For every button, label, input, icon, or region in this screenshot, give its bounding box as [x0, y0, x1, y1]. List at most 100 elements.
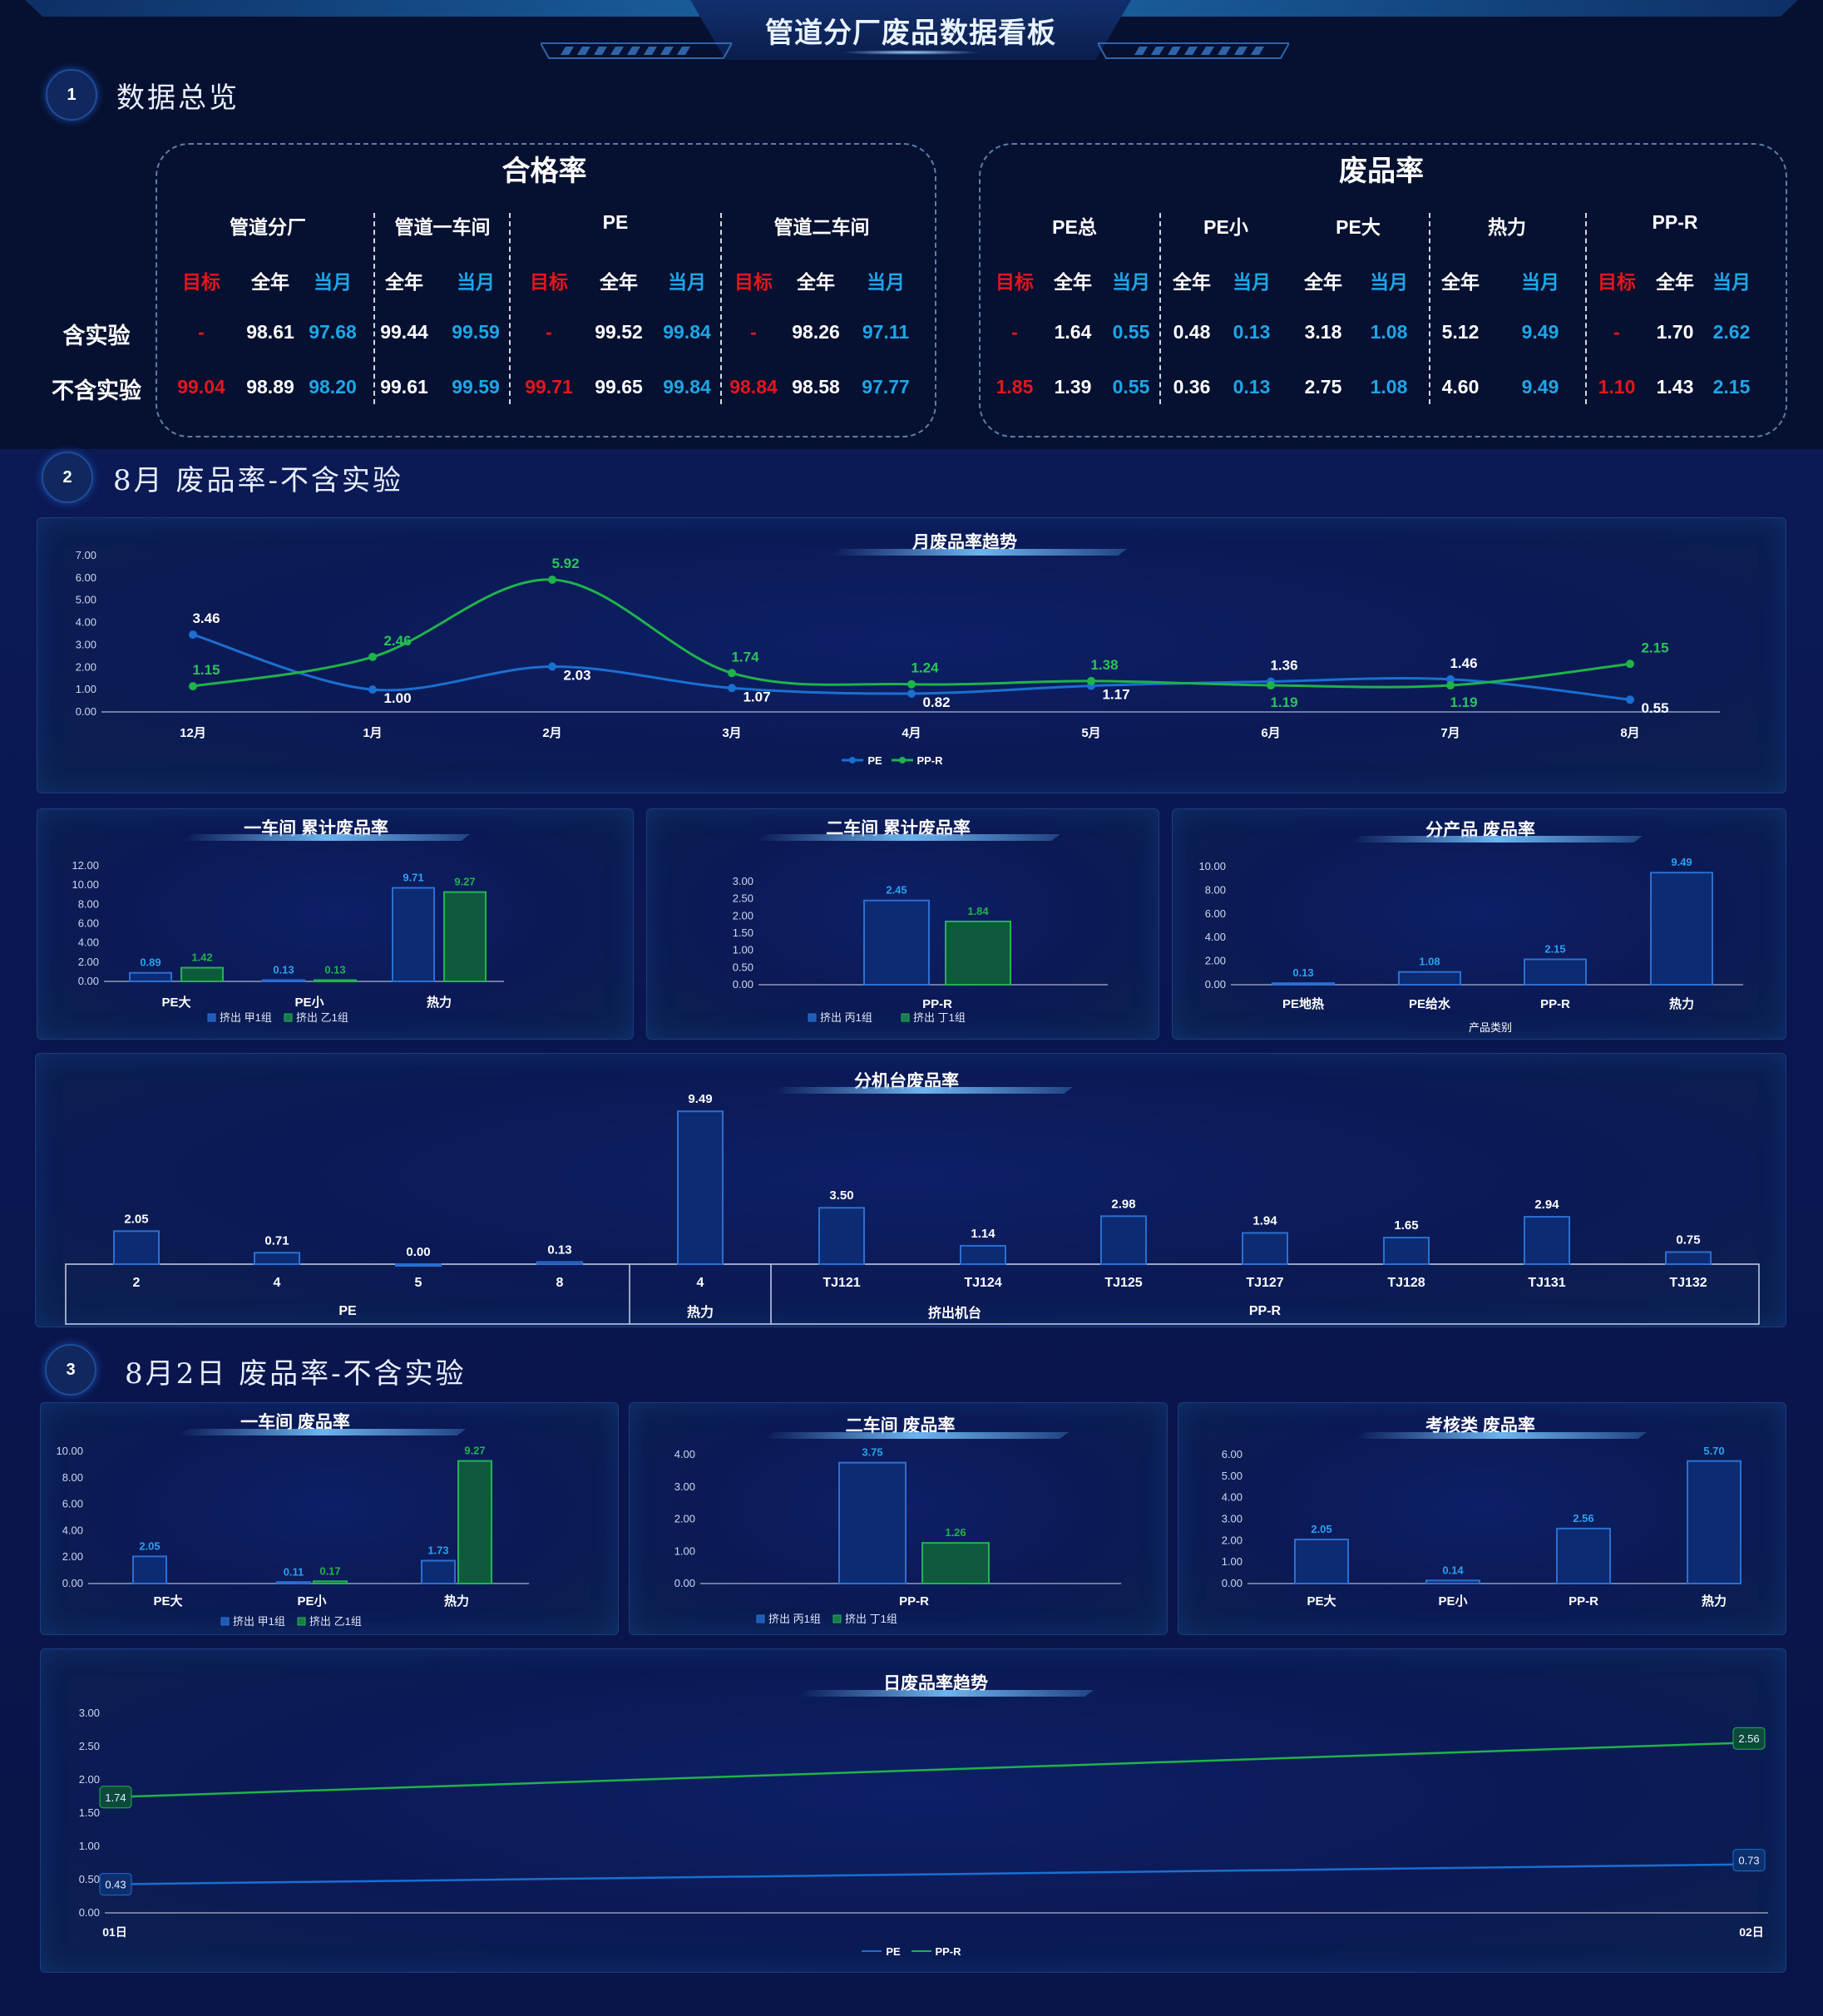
overview-background	[0, 0, 1823, 449]
x-tick-label: 热力	[1669, 996, 1694, 1011]
data-label: 0.14	[1442, 1564, 1464, 1576]
data-label: 1.36	[1270, 657, 1297, 673]
y-tick-label: 0.00	[79, 1906, 100, 1919]
y-tick-label: 10.00	[1198, 860, 1226, 872]
bar	[1242, 1232, 1288, 1265]
daily-trend-panel	[40, 1648, 1786, 1973]
legend-label: PP-R	[916, 754, 943, 767]
x-tick-label: PP-R	[1569, 1594, 1598, 1608]
bar	[1294, 1539, 1349, 1584]
x-axis-title: 产品类别	[1469, 1021, 1512, 1034]
data-point	[189, 682, 197, 691]
y-tick-label: 6.00	[1205, 907, 1226, 920]
x-tick-label: PE地热	[1282, 996, 1324, 1011]
bar	[276, 1581, 311, 1584]
data-label: 5.70	[1703, 1445, 1724, 1457]
data-label: 2.05	[124, 1212, 148, 1226]
kpi-value: 98.84	[729, 376, 778, 398]
y-tick-label: 8.00	[1205, 883, 1226, 896]
kpi-col-header: 当月	[867, 271, 905, 293]
y-tick-label: 4.00	[62, 1524, 83, 1536]
y-tick-label: 5.00	[1222, 1470, 1243, 1482]
x-tick-label: PP-R	[1540, 997, 1570, 1011]
data-label: 1.19	[1270, 694, 1297, 710]
x-tick-label: TJ132	[1669, 1276, 1707, 1290]
legend-label: 挤出 丙1组	[820, 1011, 872, 1024]
kpi-value: 0.13	[1233, 321, 1271, 343]
y-tick-label: 6.00	[62, 1498, 83, 1510]
legend-label: 挤出 丁1组	[913, 1011, 966, 1024]
kpi-col-header: 当月	[668, 271, 706, 293]
kpi-col-header: 目标	[182, 271, 220, 293]
kpi-col-header: 当月	[1112, 271, 1150, 293]
bar	[443, 891, 487, 983]
kpi-col-header: 当月	[1521, 271, 1559, 293]
section-2-title: 8月 废品率-不含实验	[113, 464, 403, 497]
kpi-value: -	[546, 321, 552, 343]
legend-ppr-marker	[899, 757, 906, 763]
kpi-value: 1.85	[995, 376, 1034, 398]
x-tick-label: PE大	[1307, 1594, 1336, 1608]
data-label: 1.14	[971, 1227, 995, 1241]
bar	[180, 966, 224, 982]
y-tick-label: 2.00	[1205, 955, 1226, 967]
kpi-value: 99.52	[595, 321, 643, 343]
bar	[945, 920, 1011, 986]
kpi-col-header: 当月	[1712, 271, 1751, 293]
legend-marker	[220, 1617, 230, 1626]
data-label: 2.45	[886, 884, 907, 897]
y-tick-label: 8.00	[78, 897, 99, 910]
data-point	[368, 652, 377, 661]
data-label: 1.08	[1419, 956, 1440, 968]
divider	[720, 213, 722, 404]
data-point	[1267, 681, 1275, 690]
ws1-day-panel	[40, 1402, 619, 1635]
legend-marker	[297, 1617, 306, 1626]
data-label: 9.71	[403, 872, 423, 884]
y-tick-label: 2.00	[78, 956, 99, 968]
x-tick-label: 热力	[427, 995, 452, 1010]
legend-marker	[207, 1013, 216, 1022]
y-tick-label: 10.00	[72, 878, 99, 891]
kpi-col-header: 全年	[797, 271, 835, 293]
scrap-group-header: PE总	[1052, 216, 1097, 238]
y-tick-label: 2.00	[733, 909, 753, 922]
y-tick-label: 2.50	[733, 892, 753, 905]
chart-title: 分机台废品率	[854, 1072, 959, 1091]
divider	[509, 213, 511, 404]
kpi-value: 2.75	[1304, 376, 1342, 398]
value-badge	[1732, 1849, 1766, 1872]
kpi-value: 98.58	[792, 376, 840, 398]
x-tick-label: 热力	[444, 1594, 469, 1608]
legend-marker	[756, 1614, 765, 1623]
data-label: 2.05	[1311, 1523, 1331, 1535]
data-label: 2.46	[383, 633, 411, 649]
x-tick-label: 5	[415, 1276, 422, 1290]
legend-marker	[832, 1614, 842, 1623]
kpi-col-header: 全年	[1441, 271, 1480, 293]
legend-label: 挤出 甲1组	[233, 1615, 285, 1628]
scrap-rate-title: 废品率	[1339, 156, 1424, 187]
y-tick-label: 6.00	[1222, 1448, 1243, 1460]
chart-title: 一车间 废品率	[240, 1413, 350, 1432]
pass-group-header: 管道二车间	[773, 216, 870, 238]
data-label: 0.13	[1292, 966, 1313, 979]
bar	[1687, 1460, 1741, 1584]
kpi-value: 2.62	[1712, 321, 1751, 343]
data-label: 1.42	[191, 951, 212, 964]
scrap-group-header: 热力	[1488, 216, 1526, 238]
y-tick-label: 3.00	[79, 1707, 100, 1719]
section-3-title: 8月2日 废品率-不含实验	[125, 1357, 467, 1391]
y-tick-label: 0.00	[1205, 978, 1226, 991]
y-tick-label: 2.00	[674, 1513, 695, 1525]
kpi-value: -	[750, 321, 757, 343]
header-left-decoration	[541, 42, 732, 60]
kpi-value: 98.20	[309, 376, 357, 398]
x-tick-label: PP-R	[899, 1594, 929, 1608]
data-label: 2.56	[1573, 1512, 1593, 1524]
machine-axis-box	[65, 1263, 1760, 1325]
kpi-col-header: 全年	[1304, 271, 1342, 293]
data-point	[1446, 674, 1455, 684]
x-tick-label: PE大	[161, 995, 190, 1010]
